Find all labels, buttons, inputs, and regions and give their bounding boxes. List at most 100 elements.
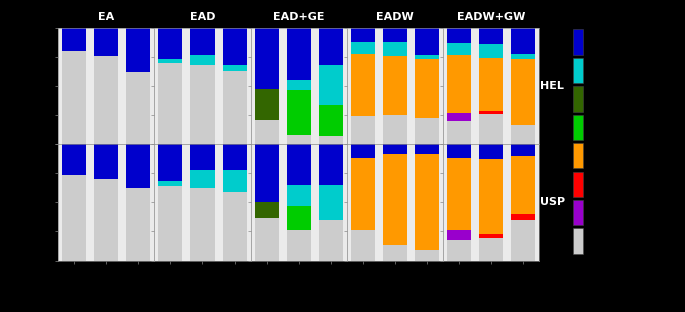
Text: AW: AW <box>589 179 605 189</box>
Bar <box>286 230 311 261</box>
Bar <box>351 116 375 144</box>
Bar <box>447 113 471 121</box>
Bar <box>126 28 151 72</box>
Bar <box>351 158 375 230</box>
Text: W: W <box>589 151 599 161</box>
Bar <box>223 170 247 192</box>
Text: DE: DE <box>589 122 603 132</box>
Text: D: D <box>589 65 597 75</box>
Bar <box>223 144 247 170</box>
Bar <box>479 238 503 261</box>
Bar <box>351 230 375 261</box>
Bar <box>573 86 583 111</box>
Bar <box>511 28 535 54</box>
Bar <box>255 89 279 120</box>
Bar <box>190 170 214 188</box>
Bar <box>351 28 375 42</box>
Text: AE: AE <box>589 94 601 104</box>
Text: EADW: EADW <box>376 12 414 22</box>
Bar <box>479 58 503 110</box>
Text: Residual: Residual <box>589 236 630 246</box>
Bar <box>383 115 407 144</box>
Bar <box>223 28 247 65</box>
Bar <box>479 159 503 234</box>
Bar <box>383 42 407 56</box>
Bar <box>447 230 471 240</box>
Bar <box>415 250 439 261</box>
Text: EAD: EAD <box>190 12 215 22</box>
Bar <box>286 144 311 185</box>
Bar <box>255 28 279 89</box>
Bar <box>383 28 407 42</box>
Bar <box>447 121 471 144</box>
Bar <box>319 144 342 185</box>
Bar <box>255 120 279 144</box>
Bar <box>223 192 247 261</box>
Bar <box>190 65 214 144</box>
Bar <box>573 29 583 55</box>
Bar <box>286 206 311 230</box>
Bar <box>319 136 342 144</box>
Text: A: A <box>589 37 595 47</box>
Bar <box>447 240 471 261</box>
Bar <box>190 28 214 55</box>
Bar <box>383 246 407 261</box>
Bar <box>286 135 311 144</box>
Bar <box>511 144 535 156</box>
Bar <box>158 182 182 186</box>
Bar <box>190 144 214 170</box>
Bar <box>158 28 182 60</box>
Bar <box>286 80 311 90</box>
Bar <box>511 60 535 124</box>
Bar <box>415 60 439 118</box>
Bar <box>415 55 439 60</box>
Bar <box>447 144 471 158</box>
Bar <box>286 90 311 135</box>
Bar <box>158 186 182 261</box>
Bar <box>158 60 182 63</box>
Bar <box>573 172 583 197</box>
Bar <box>223 71 247 144</box>
Bar <box>511 220 535 261</box>
Bar <box>319 65 342 105</box>
Bar <box>319 185 342 220</box>
Bar <box>415 118 439 144</box>
Bar <box>95 179 119 261</box>
Bar <box>415 144 439 154</box>
Bar <box>573 228 583 254</box>
Bar <box>62 144 86 174</box>
Bar <box>286 185 311 206</box>
Text: Kernel Method: Kernel Method <box>258 299 339 309</box>
Bar <box>62 28 86 51</box>
Bar <box>223 65 247 71</box>
Bar <box>447 28 471 43</box>
Bar <box>479 114 503 144</box>
Bar <box>479 28 503 44</box>
Bar <box>383 144 407 154</box>
Bar <box>511 156 535 214</box>
Bar <box>95 144 119 179</box>
Bar <box>95 56 119 144</box>
Bar <box>126 188 151 261</box>
Bar <box>319 105 342 136</box>
Bar <box>158 63 182 144</box>
Bar <box>255 202 279 217</box>
Bar <box>415 154 439 250</box>
Text: USP: USP <box>540 197 564 207</box>
Text: HEL: HEL <box>540 81 564 91</box>
Bar <box>126 72 151 144</box>
Text: Percentage of variance (%): Percentage of variance (%) <box>3 68 13 220</box>
Bar <box>383 56 407 115</box>
Bar <box>383 154 407 246</box>
Bar <box>351 54 375 116</box>
Bar <box>351 42 375 54</box>
Bar <box>479 144 503 159</box>
Bar <box>511 124 535 144</box>
Bar <box>511 54 535 60</box>
Bar <box>95 28 119 56</box>
Bar <box>573 200 583 226</box>
Bar <box>255 217 279 261</box>
Bar <box>351 144 375 158</box>
Bar <box>158 144 182 182</box>
Bar <box>255 144 279 202</box>
